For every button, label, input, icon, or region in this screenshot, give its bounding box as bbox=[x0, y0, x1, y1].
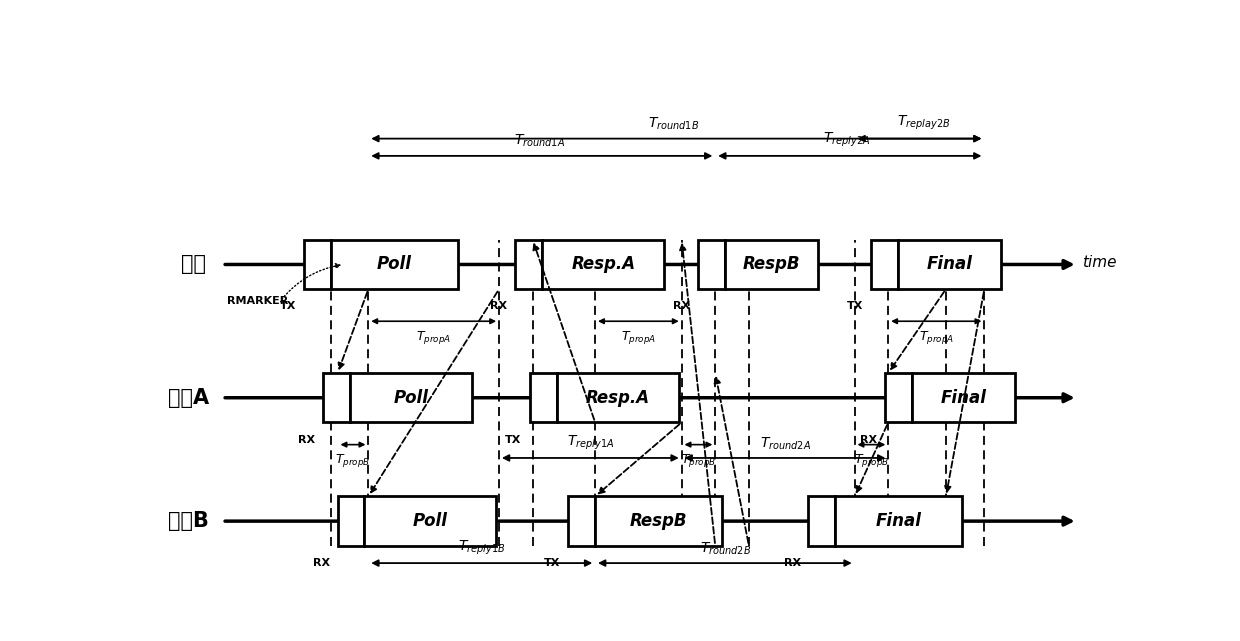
Text: $T_{propB}$: $T_{propB}$ bbox=[681, 452, 715, 469]
Text: RMARKER: RMARKER bbox=[227, 297, 289, 306]
Text: $T_{propB}$: $T_{propB}$ bbox=[335, 452, 371, 469]
Bar bbox=[350, 373, 472, 422]
Bar bbox=[595, 496, 722, 546]
Text: $T_{round1B}$: $T_{round1B}$ bbox=[649, 116, 699, 132]
Bar bbox=[331, 240, 458, 289]
Bar bbox=[568, 496, 595, 546]
Text: RX: RX bbox=[299, 435, 315, 445]
Text: Resp.A: Resp.A bbox=[572, 256, 635, 274]
Bar bbox=[516, 240, 542, 289]
Text: $T_{reply1A}$: $T_{reply1A}$ bbox=[567, 433, 614, 451]
Bar bbox=[324, 373, 350, 422]
Text: Poll: Poll bbox=[393, 388, 429, 407]
Text: 基站B: 基站B bbox=[169, 511, 210, 531]
Bar bbox=[529, 373, 557, 422]
Bar bbox=[304, 240, 331, 289]
Text: TX: TX bbox=[505, 435, 522, 445]
Text: $T_{reply2A}$: $T_{reply2A}$ bbox=[823, 131, 870, 149]
Text: 基站A: 基站A bbox=[169, 388, 210, 408]
Text: RX: RX bbox=[861, 435, 878, 445]
Bar bbox=[725, 240, 818, 289]
Text: Final: Final bbox=[941, 388, 987, 407]
Text: RX: RX bbox=[312, 558, 330, 568]
Text: 标签: 标签 bbox=[181, 254, 206, 274]
Bar bbox=[885, 373, 913, 422]
Bar bbox=[557, 373, 678, 422]
Text: $T_{propA}$: $T_{propA}$ bbox=[417, 329, 451, 345]
Text: TX: TX bbox=[279, 301, 296, 312]
Text: $T_{round1A}$: $T_{round1A}$ bbox=[513, 133, 565, 149]
Text: $T_{propB}$: $T_{propB}$ bbox=[854, 452, 889, 469]
Text: $T_{round2A}$: $T_{round2A}$ bbox=[760, 435, 811, 451]
Text: TX: TX bbox=[847, 301, 863, 312]
Bar bbox=[836, 496, 962, 546]
Text: Poll: Poll bbox=[377, 256, 412, 274]
Text: $T_{propA}$: $T_{propA}$ bbox=[621, 329, 656, 345]
Bar bbox=[698, 240, 725, 289]
Bar bbox=[365, 496, 496, 546]
Text: $T_{propA}$: $T_{propA}$ bbox=[919, 329, 954, 345]
Text: RespB: RespB bbox=[743, 256, 800, 274]
Text: $T_{replay2B}$: $T_{replay2B}$ bbox=[898, 114, 950, 132]
Text: RX: RX bbox=[491, 301, 507, 312]
Bar bbox=[898, 240, 1001, 289]
Bar bbox=[337, 496, 365, 546]
Text: $T_{reply1B}$: $T_{reply1B}$ bbox=[458, 538, 506, 556]
Bar bbox=[870, 240, 898, 289]
Text: RX: RX bbox=[784, 558, 801, 568]
Bar bbox=[808, 496, 836, 546]
Text: Final: Final bbox=[875, 512, 921, 530]
Text: $T_{round2B}$: $T_{round2B}$ bbox=[701, 540, 751, 556]
Text: Resp.A: Resp.A bbox=[585, 388, 650, 407]
Text: TX: TX bbox=[543, 558, 560, 568]
Text: Poll: Poll bbox=[413, 512, 448, 530]
Text: RX: RX bbox=[673, 301, 691, 312]
Text: time: time bbox=[1083, 254, 1117, 269]
Bar bbox=[913, 373, 1016, 422]
Text: RespB: RespB bbox=[630, 512, 687, 530]
Bar bbox=[542, 240, 665, 289]
Text: Final: Final bbox=[926, 256, 972, 274]
